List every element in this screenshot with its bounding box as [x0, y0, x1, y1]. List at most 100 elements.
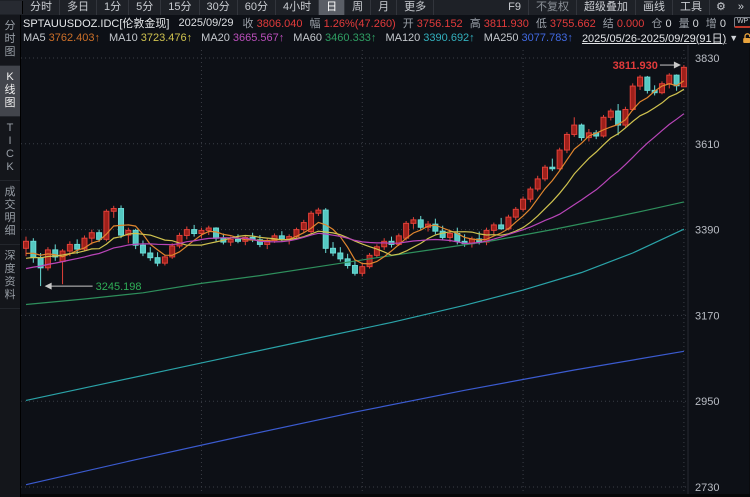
candle-body: [542, 166, 549, 180]
candle-body: [556, 149, 563, 170]
period-button-6[interactable]: 60分: [238, 0, 276, 15]
candle-body: [337, 252, 344, 260]
ma-values: MA5 3762.403↑ MA10 3723.476↑ MA20 3665.567↑ MA…: [23, 32, 582, 44]
candle-body: [439, 230, 446, 238]
tool-button-4[interactable]: 工具: [673, 0, 710, 15]
candlestick-chart[interactable]: 3830 3610 3390 3170 2950 2730 3811.930 3245.198: [21, 45, 750, 497]
ma-item-0: MA5 3762.403↑: [23, 32, 100, 44]
candle-body: [637, 76, 644, 87]
candle-body: [666, 74, 673, 85]
period-button-10[interactable]: 月: [371, 0, 398, 15]
candle-body: [176, 234, 183, 247]
quote-field-value: 0: [719, 17, 726, 30]
period-button-4[interactable]: 15分: [161, 0, 200, 15]
candle-body: [607, 110, 614, 118]
quote-field-label: 幅: [309, 17, 324, 30]
tool-button-0[interactable]: F9: [501, 0, 529, 15]
period-button-7[interactable]: 4小时: [276, 0, 320, 15]
date-range-label[interactable]: 2025/05/26-2025/09/29(91日): [581, 32, 727, 45]
ma-item-value: 3390.692↑: [423, 31, 475, 44]
period-button-9[interactable]: 周: [345, 0, 372, 15]
chart-canvas[interactable]: 3830 3610 3390 3170 2950 2730 3811.930 3245.198: [21, 45, 750, 497]
ma-line-ma250: [25, 350, 685, 486]
period-button-5[interactable]: 30分: [200, 0, 238, 15]
candle-body: [315, 209, 322, 214]
candle-body: [512, 208, 519, 218]
y-axis-label: 3610: [695, 139, 719, 151]
candle-body: [234, 238, 241, 242]
candle-body: [381, 240, 388, 248]
period-button-1[interactable]: 多日: [60, 0, 97, 15]
ma-item-label: MA10: [109, 31, 138, 44]
symbol-name: SPTAUUSDOZ.IDC[伦敦金现]: [23, 17, 170, 30]
ma-line-ma120: [25, 228, 685, 401]
candle-body: [490, 224, 497, 231]
quote-field-8: 增 0: [706, 18, 726, 30]
quote-field-value: 3811.930: [483, 17, 529, 30]
candle-body: [498, 224, 505, 230]
candle-body: [446, 233, 453, 238]
chevron-down-icon[interactable]: ▼: [729, 32, 739, 43]
quote-field-label: 高: [469, 17, 484, 30]
sidebar-tab-4[interactable]: 深 度 资 料: [0, 245, 20, 309]
candle-body: [198, 229, 205, 235]
ma-item-label: MA120: [385, 31, 421, 44]
ma-item-label: MA60: [293, 31, 323, 44]
ma-line-ma20: [25, 113, 685, 270]
date-range-control: 2025/05/26-2025/09/29(91日) ▼: [582, 30, 750, 46]
ma-line-ma10: [25, 88, 685, 259]
candle-body: [125, 229, 132, 236]
candle-body: [169, 245, 176, 258]
quote-field-label: 开: [402, 17, 417, 30]
period-button-3[interactable]: 5分: [129, 0, 162, 15]
period-button-2[interactable]: 1分: [97, 0, 130, 15]
candle-body: [520, 198, 527, 210]
candle-body: [66, 243, 73, 252]
sidebar-tab-1[interactable]: K 线 图: [0, 66, 20, 117]
tool-button-3[interactable]: 画线: [636, 0, 673, 15]
quote-field-value: 1.26%(47.260): [323, 17, 396, 30]
collapse-button[interactable]: [0, 1, 23, 14]
period-button-11[interactable]: 更多: [397, 0, 435, 15]
candle-body: [366, 254, 373, 268]
sidebar-tab-3[interactable]: 成 交 明 细: [0, 181, 20, 245]
period-button-0[interactable]: 分时: [23, 0, 60, 15]
quote-fields: 收 3806.040 幅 1.26%(47.260) 开 3756.152 高 381…: [243, 15, 733, 30]
period-button-8[interactable]: 日: [319, 0, 346, 15]
tool-buttons: F9 不复权 超级叠加 画线 工具: [501, 0, 710, 15]
ma-line-ma5: [25, 80, 685, 265]
candle-body: [74, 243, 81, 250]
ma-indicator-bar: MA5 3762.403↑ MA10 3723.476↑ MA20 3665.567↑ MA…: [21, 30, 750, 45]
quote-field-1: 幅 1.26%(47.260): [310, 18, 396, 30]
quote-field-2: 开 3756.152: [403, 18, 463, 30]
candle-body: [147, 252, 154, 259]
ma-item-3: MA60 3460.333↑: [293, 32, 376, 44]
chevron-double-right-icon[interactable]: »: [737, 1, 744, 13]
candle-body: [322, 209, 329, 249]
gear-icon[interactable]: ⚙: [716, 1, 726, 13]
quote-field-value: 3755.662: [549, 17, 596, 30]
quote-field-value: 0: [692, 17, 699, 30]
tool-button-2[interactable]: 超级叠加: [577, 0, 636, 15]
period-buttons: 分时 多日 1分 5分 15分 30分 60分 4小时日周月更多: [23, 0, 435, 15]
candle-body: [578, 124, 585, 139]
candle-body: [680, 66, 687, 88]
candle-body: [183, 229, 190, 236]
period-buttons-group: 分时 多日 1分 5分 15分 30分 60分 4小时日周月更多: [0, 0, 435, 15]
unlock-icon[interactable]: [741, 32, 750, 44]
quote-field-label: 量: [678, 17, 693, 30]
quote-field-label: 低: [535, 17, 550, 30]
candle-body: [351, 264, 358, 274]
candle-body: [600, 116, 607, 137]
y-axis-label: 3170: [695, 310, 719, 322]
quote-field-value: 0: [665, 17, 672, 30]
wp-badge-icon[interactable]: WP: [733, 17, 750, 28]
ma-item-value: 3665.567↑: [232, 31, 285, 44]
sidebar-tab-0[interactable]: 分 时 图: [0, 15, 20, 66]
candle-body: [30, 240, 37, 259]
sidebar-tab-2[interactable]: T I C K: [0, 117, 20, 181]
tool-button-1[interactable]: 不复权: [529, 0, 577, 15]
